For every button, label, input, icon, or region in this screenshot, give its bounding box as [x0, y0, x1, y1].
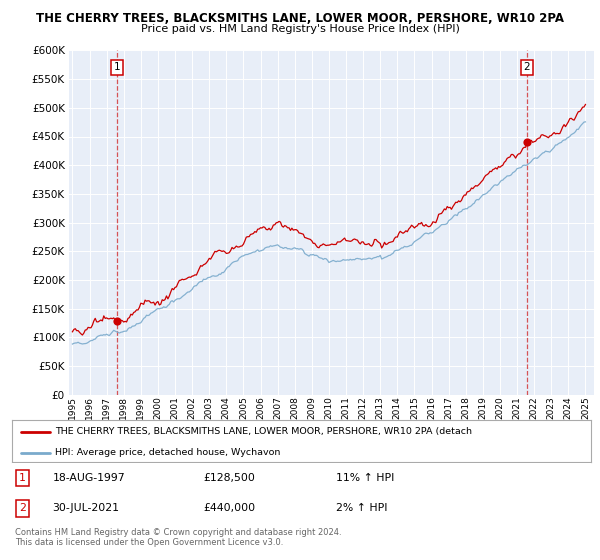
Text: Contains HM Land Registry data © Crown copyright and database right 2024.
This d: Contains HM Land Registry data © Crown c…: [15, 528, 341, 547]
Point: [112, 316, 122, 325]
Text: 2: 2: [19, 503, 26, 514]
Text: Price paid vs. HM Land Registry's House Price Index (HPI): Price paid vs. HM Land Registry's House …: [140, 24, 460, 34]
Text: THE CHERRY TREES, BLACKSMITHS LANE, LOWER MOOR, PERSHORE, WR10 2PA (detach: THE CHERRY TREES, BLACKSMITHS LANE, LOWE…: [55, 427, 472, 436]
Text: 1: 1: [114, 63, 121, 72]
Text: 2: 2: [524, 63, 530, 72]
Text: 18-AUG-1997: 18-AUG-1997: [53, 473, 125, 483]
Text: THE CHERRY TREES, BLACKSMITHS LANE, LOWER MOOR, PERSHORE, WR10 2PA: THE CHERRY TREES, BLACKSMITHS LANE, LOWE…: [36, 12, 564, 25]
Point: [522, 138, 532, 147]
Text: 2% ↑ HPI: 2% ↑ HPI: [336, 503, 388, 514]
Text: 30-JUL-2021: 30-JUL-2021: [53, 503, 119, 514]
Text: £128,500: £128,500: [203, 473, 255, 483]
Text: HPI: Average price, detached house, Wychavon: HPI: Average price, detached house, Wych…: [55, 448, 281, 458]
Text: 11% ↑ HPI: 11% ↑ HPI: [336, 473, 395, 483]
Text: £440,000: £440,000: [203, 503, 255, 514]
Text: 1: 1: [19, 473, 26, 483]
